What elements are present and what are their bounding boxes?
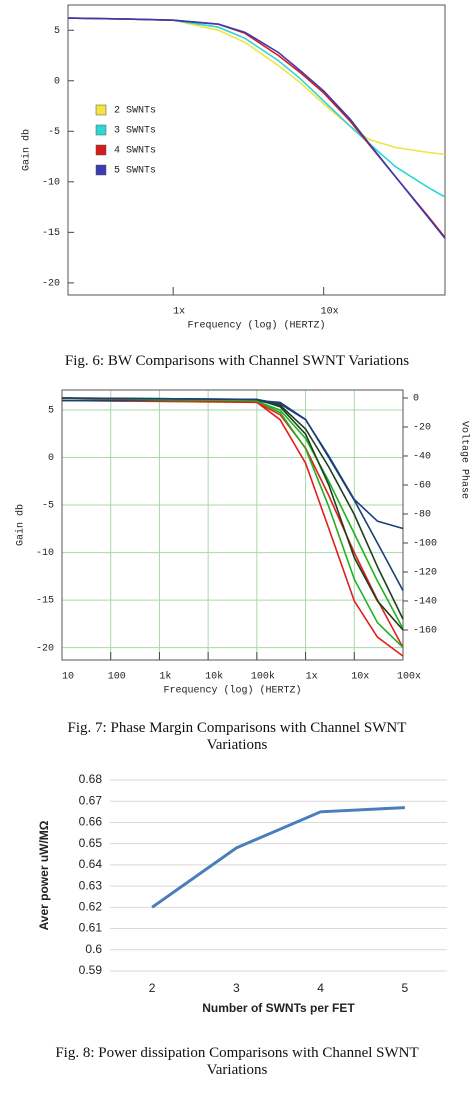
y-tick-label: 0.6: [85, 942, 102, 956]
y-axis-label: Aver power uW/MΩ: [37, 820, 51, 930]
x-tick-label: 100k: [251, 671, 275, 683]
x-tick-label: 100x: [397, 672, 421, 683]
y2-tick-label: -20: [413, 423, 431, 434]
series-line: [61, 397, 404, 648]
x-tick-label: 100: [108, 672, 126, 683]
y-tick-label: -20: [42, 279, 60, 290]
figure-caption: Fig. 6: BW Comparisons with Channel SWNT…: [64, 353, 410, 369]
y2-tick-label: -100: [413, 539, 437, 550]
y-tick-label: 0.61: [79, 921, 103, 935]
y2-axis-label: Voltage Phase: [458, 421, 470, 499]
y-axis-label: Gain db: [21, 129, 33, 171]
series-line: [61, 397, 404, 657]
y-tick-label: -20: [36, 643, 54, 654]
legend-swatch: [95, 104, 107, 116]
y-tick-label: 0.68: [79, 772, 103, 786]
x-tick-label: 10k: [205, 671, 223, 683]
plot-frame: [61, 389, 404, 661]
x-tick-label: 4: [317, 981, 324, 995]
y2-tick-label: -160: [413, 626, 437, 637]
x-tick-label: 5: [402, 981, 409, 995]
y-tick-label: 5: [48, 406, 54, 417]
series-line: [62, 399, 404, 620]
legend-swatch: [95, 144, 107, 156]
legend-label: 4 SWNTs: [114, 146, 156, 157]
y-tick-label: 0.66: [79, 815, 103, 829]
legend-label: 2 SWNTs: [114, 106, 156, 117]
y-tick-label: -15: [42, 228, 60, 239]
y-tick-label: 0: [54, 76, 60, 87]
y-tick-label: -15: [36, 596, 54, 607]
y-axis-label: Gain db: [15, 504, 27, 546]
y-tick-label: 0.59: [79, 963, 103, 977]
x-tick-label: 10x: [351, 672, 369, 683]
figure-caption: Fig. 7: Phase Margin Comparisons with Ch…: [67, 720, 407, 753]
series-line: [151, 806, 405, 909]
x-tick-label: 2: [149, 981, 156, 995]
y-tick-label: 0.65: [79, 836, 103, 850]
x-axis-label: Frequency (log) (HERTZ): [163, 685, 301, 697]
y2-tick-label: -120: [413, 568, 437, 579]
y-tick-label: 0.67: [79, 793, 103, 807]
y2-tick-label: 0: [413, 394, 419, 405]
x-tick-label: 1x: [306, 672, 318, 683]
plot-frame: [67, 4, 446, 296]
y-tick-label: 0.64: [79, 857, 103, 871]
legend-label: 5 SWNTs: [114, 166, 156, 177]
series-line: [61, 399, 404, 648]
y2-tick-label: -140: [413, 597, 437, 608]
x-tick-label: 10x: [321, 307, 339, 318]
series-line: [61, 397, 404, 530]
y-tick-label: 0: [48, 453, 54, 464]
series-line: [67, 17, 446, 239]
legend-swatch: [95, 124, 107, 136]
y2-tick-label: -40: [413, 452, 431, 463]
x-tick-label: 3: [233, 981, 240, 995]
y2-tick-label: -80: [413, 510, 431, 521]
x-tick-label: 1x: [173, 307, 185, 318]
y-tick-label: -10: [36, 548, 54, 559]
y2-tick-label: -60: [413, 481, 431, 492]
y-tick-label: 5: [54, 26, 60, 37]
y-tick-label: 0.62: [79, 900, 103, 914]
x-axis-label: Frequency (log) (HERTZ): [187, 320, 325, 332]
y-tick-label: -5: [42, 501, 54, 512]
legend-label: 3 SWNTs: [114, 126, 156, 137]
x-tick-label: 10: [62, 672, 74, 683]
y-tick-label: -10: [42, 177, 60, 188]
x-tick-label: 1k: [159, 671, 171, 683]
y-tick-label: -5: [48, 127, 60, 138]
figure-caption: Fig. 8: Power dissipation Comparisons wi…: [55, 1045, 419, 1078]
legend-swatch: [95, 164, 107, 176]
y-tick-label: 0.63: [79, 878, 103, 892]
x-axis-label: Number of SWNTs per FET: [202, 1001, 355, 1015]
